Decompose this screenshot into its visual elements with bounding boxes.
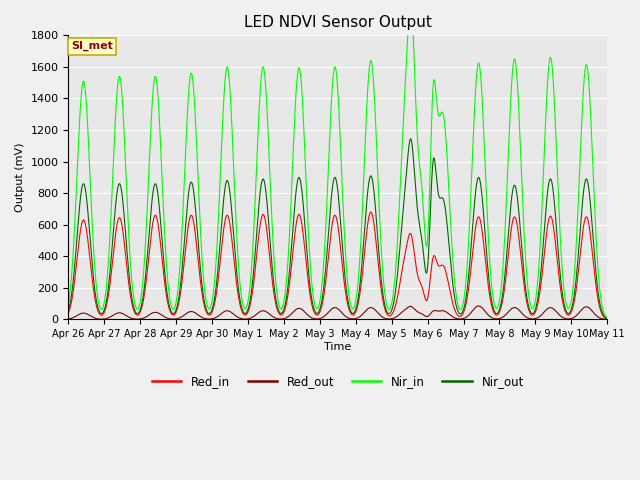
Red_out [174, 315, 182, 321]
Red_in [174, 304, 182, 310]
Nir_in [266, 176, 274, 181]
Nir_in [412, 107, 420, 113]
Nir_out [180, 248, 188, 253]
Red_in [412, 264, 420, 269]
Legend: Red_in, Red_out, Nir_in, Nir_out: Red_in, Red_out, Nir_in, Nir_out [147, 371, 529, 393]
Red_in [602, 315, 609, 321]
Nir_out [412, 192, 420, 197]
Red_out [489, 315, 497, 321]
Nir_out [65, 308, 72, 313]
Nir_in [604, 315, 611, 321]
Line: Red_out: Red_out [68, 306, 607, 319]
X-axis label: Time: Time [324, 342, 351, 352]
Red_in [266, 258, 274, 264]
Nir_out [407, 136, 415, 142]
Red_in [604, 316, 611, 322]
Nir_in [602, 313, 609, 319]
Line: Red_in: Red_in [68, 212, 607, 319]
Red_out [266, 312, 274, 317]
Nir_in [489, 291, 497, 297]
Line: Nir_out: Nir_out [68, 139, 607, 319]
Red_in [367, 209, 374, 215]
Nir_out [604, 316, 611, 322]
Red_out [604, 316, 611, 322]
Red_out [65, 316, 72, 322]
Nir_out [489, 302, 497, 308]
Nir_out [174, 300, 182, 305]
Y-axis label: Output (mV): Output (mV) [15, 143, 25, 212]
Text: SI_met: SI_met [71, 41, 113, 51]
Nir_in [174, 286, 182, 292]
Nir_in [180, 193, 188, 199]
Red_out [180, 312, 188, 318]
Title: LED NDVI Sensor Output: LED NDVI Sensor Output [244, 15, 432, 30]
Nir_in [65, 301, 72, 307]
Red_out [412, 308, 420, 313]
Line: Nir_in: Nir_in [68, 0, 607, 318]
Red_in [180, 264, 188, 270]
Red_in [489, 306, 497, 312]
Red_in [65, 310, 72, 316]
Red_out [475, 303, 483, 309]
Nir_out [266, 238, 274, 244]
Red_out [602, 316, 609, 322]
Nir_out [602, 314, 609, 320]
